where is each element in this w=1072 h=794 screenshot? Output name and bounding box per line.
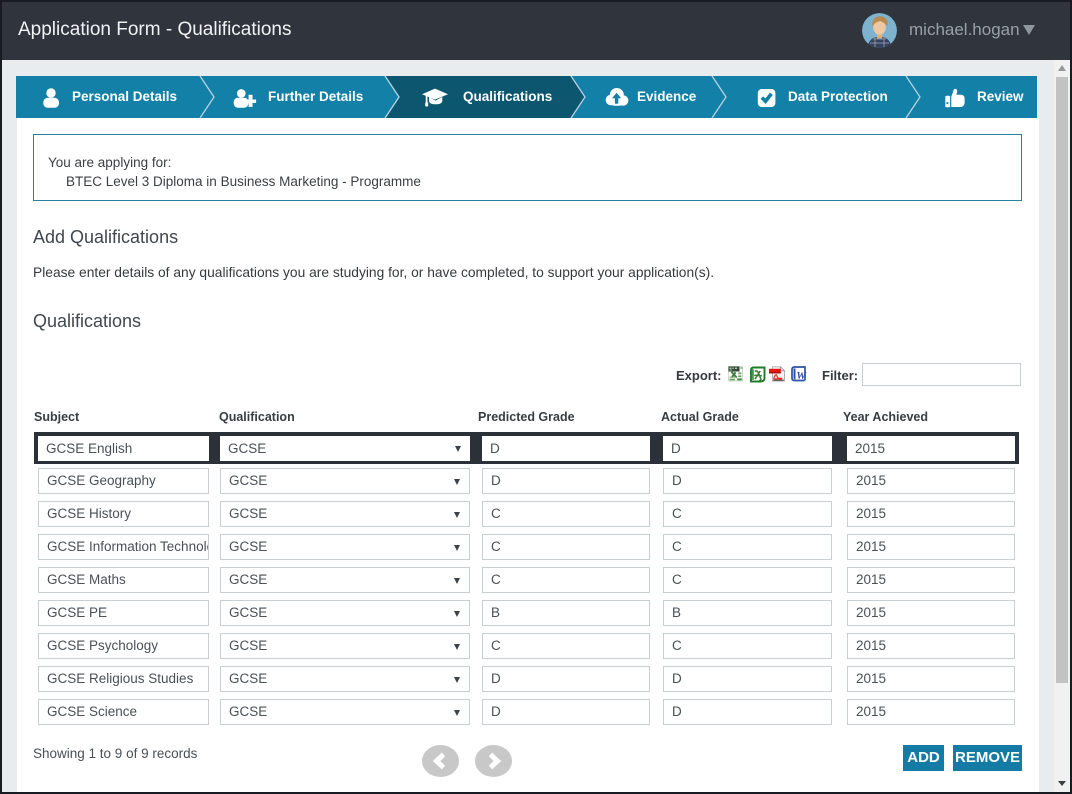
svg-text:W: W [796, 370, 807, 382]
